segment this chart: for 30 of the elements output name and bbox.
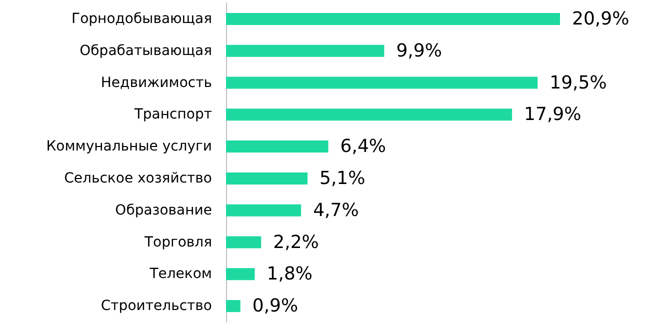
- bar: [226, 204, 302, 216]
- y-tick-label: Коммунальные услуги: [46, 138, 212, 155]
- data-label: 4,7%: [313, 200, 359, 221]
- y-tick-label: Горнодобывающая: [72, 10, 212, 27]
- bar: [226, 140, 328, 153]
- data-label: 0,9%: [252, 296, 298, 317]
- data-label: 1,8%: [266, 264, 312, 285]
- y-tick-label: Недвижимость: [100, 74, 212, 91]
- bar: [226, 44, 384, 57]
- bar: [226, 108, 512, 121]
- bar: [226, 236, 262, 248]
- y-tick-label: Телеком: [148, 266, 212, 282]
- y-tick-label: Транспорт: [133, 106, 212, 123]
- data-label: 9,9%: [396, 40, 442, 62]
- data-label: 20,9%: [572, 8, 630, 30]
- bar: [226, 172, 308, 184]
- data-label: 17,9%: [524, 104, 582, 126]
- bar: [226, 268, 255, 280]
- bar: [226, 300, 240, 312]
- data-label: 5,1%: [320, 168, 366, 189]
- y-tick-label: Строительство: [100, 298, 212, 314]
- y-tick-label: Торговля: [143, 234, 212, 250]
- y-tick-label: Сельское хозяйство: [64, 170, 212, 186]
- y-tick-label: Обрабатывающая: [80, 42, 212, 59]
- y-tick-label: Образование: [115, 202, 212, 218]
- data-label: 19,5%: [550, 72, 607, 94]
- data-label: 6,4%: [340, 136, 386, 158]
- data-label: 2,2%: [273, 232, 319, 253]
- bar: [226, 12, 560, 25]
- bar: [226, 76, 538, 89]
